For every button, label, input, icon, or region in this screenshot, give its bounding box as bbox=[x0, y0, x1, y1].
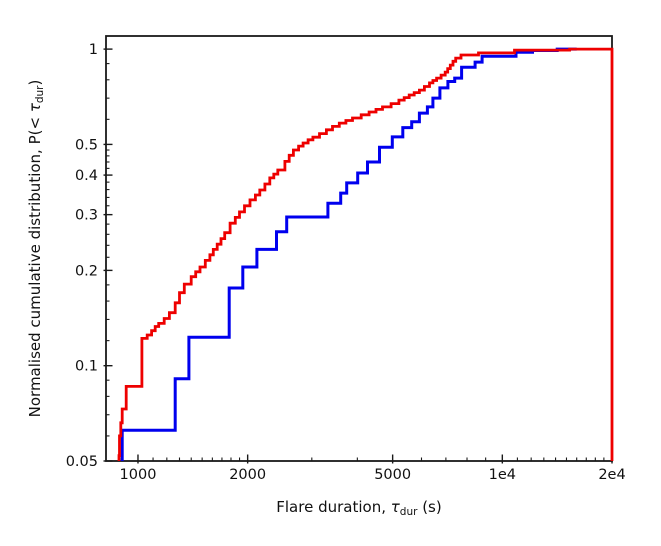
y-axis-label: Normalised cumulative distribution, P(< … bbox=[26, 80, 46, 418]
plot-frame bbox=[105, 35, 613, 462]
x-tick-label: 1000 bbox=[120, 467, 157, 483]
y-tick-label: 0.3 bbox=[75, 208, 98, 224]
y-tick-label: 0.4 bbox=[75, 168, 98, 184]
y-tick-label: 0.2 bbox=[75, 263, 98, 279]
y-tick-label: 0.1 bbox=[75, 359, 98, 375]
y-tick-label: 0.05 bbox=[66, 454, 98, 470]
x-tick-label: 2e4 bbox=[598, 467, 625, 483]
x-tick-label: 5000 bbox=[374, 467, 411, 483]
red-sample-cdf-curve bbox=[117, 47, 614, 461]
y-tick-label: 0.5 bbox=[75, 137, 98, 153]
blue-sample-cdf-curve bbox=[120, 47, 577, 461]
x-axis-label: Flare duration, τdur (s) bbox=[276, 498, 441, 518]
x-tick-label: 2000 bbox=[229, 467, 266, 483]
x-tick-label: 1e4 bbox=[489, 467, 516, 483]
y-tick-label: 1 bbox=[89, 42, 98, 58]
